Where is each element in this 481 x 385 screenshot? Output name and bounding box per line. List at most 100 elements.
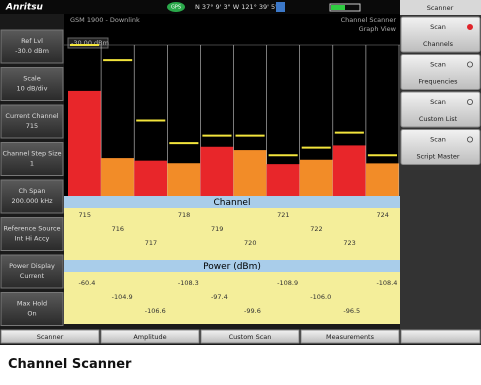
table-body [64,208,400,260]
param-button [0,142,64,176]
param-value: 1 [30,160,34,168]
power-value: -108.3 [178,279,199,287]
tab[interactable] [200,329,300,344]
tab[interactable] [0,329,100,344]
scan-button-line1: Scan [430,23,446,31]
power-value: -106.6 [145,307,166,315]
channel-value: 721 [277,211,289,219]
scan-indicator [466,99,473,106]
table-heading: Channel [214,198,251,208]
tab-label: Measurements [326,333,375,341]
tab-label: Amplitude [133,333,166,341]
channel-value: 722 [310,225,322,233]
power-bar [299,159,333,196]
ref-label: -30.00 dBm [71,39,109,47]
channel-value: 724 [376,211,388,219]
param-button [0,104,64,139]
param-label: Ch Span [18,187,45,195]
view-title: Channel Scanner [341,16,397,24]
channel-value: 715 [79,211,91,219]
power-value: -99.6 [244,307,261,315]
channel-value: 716 [112,225,124,233]
param-button [0,67,64,101]
tab-label: Scanner [37,333,64,341]
param-button [0,292,64,326]
param-label: Ref Lvl [21,37,43,45]
channel-value: 718 [178,211,190,219]
param-label: Channel Step Size [3,150,62,158]
scan-button-line1: Scan [430,136,446,144]
dynamic-layer: Ref Lvl -30.0 dBm Scale 10 dB/div Current Ch… [0,0,481,344]
power-bar [68,90,102,196]
power-bar [200,146,234,196]
status-bar [0,0,400,14]
param-label: Current Channel [5,112,58,120]
view-subtitle: Graph View [359,25,397,33]
power-bar [233,150,267,196]
power-value: -97.4 [211,293,228,301]
scan-indicator [466,61,473,68]
param-button [0,254,64,289]
caption: Channel Scanner [8,357,132,372]
channel-value: 723 [343,239,355,247]
table-heading-bg [64,260,400,272]
channel-value: 720 [244,239,256,247]
param-button [0,217,64,251]
scan-button-line2: Channels [423,40,454,48]
table-heading: Power (dBm) [203,262,261,272]
scan-button[interactable] [400,129,481,165]
scan-button-line1: Scan [430,61,446,69]
scan-button[interactable] [400,16,481,53]
ref-label-box [67,37,109,49]
mode-label: GSM 1900 - Downlink [70,16,140,24]
power-bar [365,163,399,196]
param-label: Reference Source [3,225,60,233]
param-label: Max Hold [17,300,47,308]
param-label: Scale [23,75,41,83]
param-button [0,29,64,64]
scan-button-line2: Custom List [419,115,458,123]
gps-coords: N 37° 9' 3" W 121° 39' 5" [195,3,278,11]
tab[interactable] [100,329,200,344]
logo: Anritsu [5,3,44,13]
param-value: 715 [26,122,38,130]
param-value: Current [20,272,45,280]
power-bar [134,160,168,196]
scan-indicator [466,23,473,30]
tab-filler [400,329,481,344]
param-label: Power Display [9,262,55,270]
tab-label: Custom Scan [229,333,272,341]
power-value: -104.9 [112,293,133,301]
save-icon [276,2,285,12]
param-button [0,179,64,214]
scan-indicator [466,136,473,143]
param-value: 10 dB/div [17,85,48,93]
scan-button-line2: Script Master [416,153,459,161]
table-body [64,272,400,324]
channel-value: 719 [211,225,223,233]
scan-button[interactable] [400,54,481,90]
power-bar [101,158,135,196]
power-value: -60.4 [79,279,96,287]
gps-badge [167,2,185,12]
instrument-screen: Anritsu GPS N 37° 9' 3" W 121° 39' 5" Re… [0,0,481,345]
table-heading-bg [64,196,400,208]
power-bar [167,163,201,196]
param-value: On [27,310,36,318]
param-value: -30.0 dBm [15,47,49,55]
scan-button-line1: Scan [430,98,446,106]
power-bar [266,164,300,196]
tab[interactable] [300,329,400,344]
battery [329,3,361,12]
scan-button[interactable] [400,91,481,128]
power-value: -108.4 [376,279,397,287]
power-value: -106.0 [310,293,331,301]
gps-label: GPS [171,5,181,11]
param-value: Int Hi Accy [15,235,50,243]
scan-button-line2: Frequencies [419,78,459,86]
side-title-bg [400,0,481,15]
power-value: -96.5 [343,307,360,315]
power-value: -108.9 [277,279,298,287]
param-value: 200.000 kHz [11,197,53,205]
